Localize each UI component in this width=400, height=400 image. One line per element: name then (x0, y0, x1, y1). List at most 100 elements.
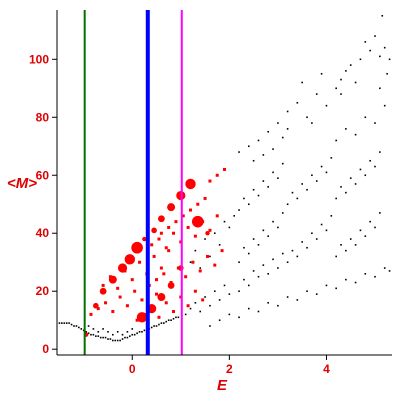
data-point (157, 237, 161, 241)
data-point (252, 270, 255, 272)
data-point (257, 310, 260, 313)
data-point (325, 284, 328, 287)
data-point (191, 260, 195, 264)
data-point (193, 234, 197, 238)
data-point (87, 332, 90, 335)
data-point (160, 322, 163, 324)
data-point (335, 255, 337, 258)
data-point (301, 81, 303, 84)
data-point (272, 171, 274, 174)
data-point (155, 292, 159, 296)
data-point (189, 261, 192, 264)
data-point (126, 336, 129, 339)
data-point (167, 282, 175, 289)
data-point (208, 179, 212, 183)
data-point (126, 331, 129, 333)
data-point (198, 269, 202, 273)
data-point (163, 322, 165, 324)
data-point (257, 244, 260, 246)
data-point (218, 244, 221, 246)
data-point (340, 78, 342, 81)
data-point (296, 101, 299, 104)
data-point (189, 307, 192, 310)
data-point (87, 325, 90, 327)
data-point (286, 203, 289, 206)
data-point (364, 235, 367, 237)
data-point (89, 312, 93, 316)
data-point (150, 326, 153, 329)
data-point (272, 258, 274, 261)
data-point (383, 46, 386, 49)
data-point (301, 183, 303, 185)
x-tick-label: 2 (226, 362, 233, 376)
data-point (204, 238, 206, 240)
data-point (354, 281, 357, 284)
data-point (383, 267, 386, 269)
data-point (369, 220, 371, 223)
data-point (374, 165, 376, 168)
data-point (335, 139, 337, 142)
data-point (130, 278, 134, 282)
data-point (107, 338, 109, 340)
data-point (194, 249, 197, 252)
data-point (125, 304, 129, 308)
data-point (150, 243, 154, 247)
data-point (291, 249, 294, 252)
data-point (112, 339, 114, 342)
data-point (345, 249, 347, 252)
data-point (153, 325, 155, 327)
data-point (281, 162, 284, 165)
data-point (97, 331, 100, 333)
data-point (330, 157, 333, 159)
data-point (157, 215, 165, 223)
data-point (349, 64, 352, 66)
data-point (262, 264, 265, 266)
data-point (70, 323, 73, 326)
y-axis-title: <M> (7, 175, 37, 192)
data-point (138, 260, 142, 264)
data-point (383, 104, 386, 107)
data-point (167, 225, 171, 229)
data-point (325, 171, 328, 174)
data-point (203, 196, 207, 200)
data-point (133, 333, 136, 336)
data-point (131, 328, 134, 330)
data-point (96, 307, 100, 311)
data-point (349, 177, 352, 179)
data-point (267, 302, 269, 304)
data-point (133, 289, 137, 293)
data-point (291, 191, 294, 194)
data-point (286, 110, 289, 113)
data-point (286, 296, 289, 298)
data-point (262, 229, 265, 232)
data-point (340, 244, 342, 246)
data-point (262, 154, 265, 156)
y-axis-ticks: 0 20 40 60 80 100 (29, 52, 57, 356)
y-tick-label: 40 (36, 226, 50, 240)
data-point (238, 261, 240, 264)
data-point (85, 331, 87, 333)
y-tick-label: 60 (36, 168, 50, 182)
data-point (359, 168, 362, 171)
data-point (117, 263, 128, 273)
data-point (277, 267, 279, 269)
data-point (186, 304, 190, 308)
data-point (65, 322, 68, 324)
axes: 0 2 4 0 20 40 60 80 100 E <M> (7, 10, 392, 394)
data-point (97, 335, 100, 337)
data-point (104, 336, 107, 339)
data-point (124, 336, 126, 339)
data-point (296, 255, 299, 258)
data-point (155, 325, 158, 327)
data-point (136, 312, 148, 323)
data-point (63, 322, 66, 324)
data-point (116, 331, 119, 333)
data-point (272, 148, 274, 150)
data-point (199, 310, 202, 313)
data-point (311, 122, 313, 124)
data-point (374, 275, 376, 278)
data-point (206, 254, 210, 258)
data-point (75, 325, 78, 327)
data-point (167, 203, 176, 212)
data-point (95, 335, 97, 337)
